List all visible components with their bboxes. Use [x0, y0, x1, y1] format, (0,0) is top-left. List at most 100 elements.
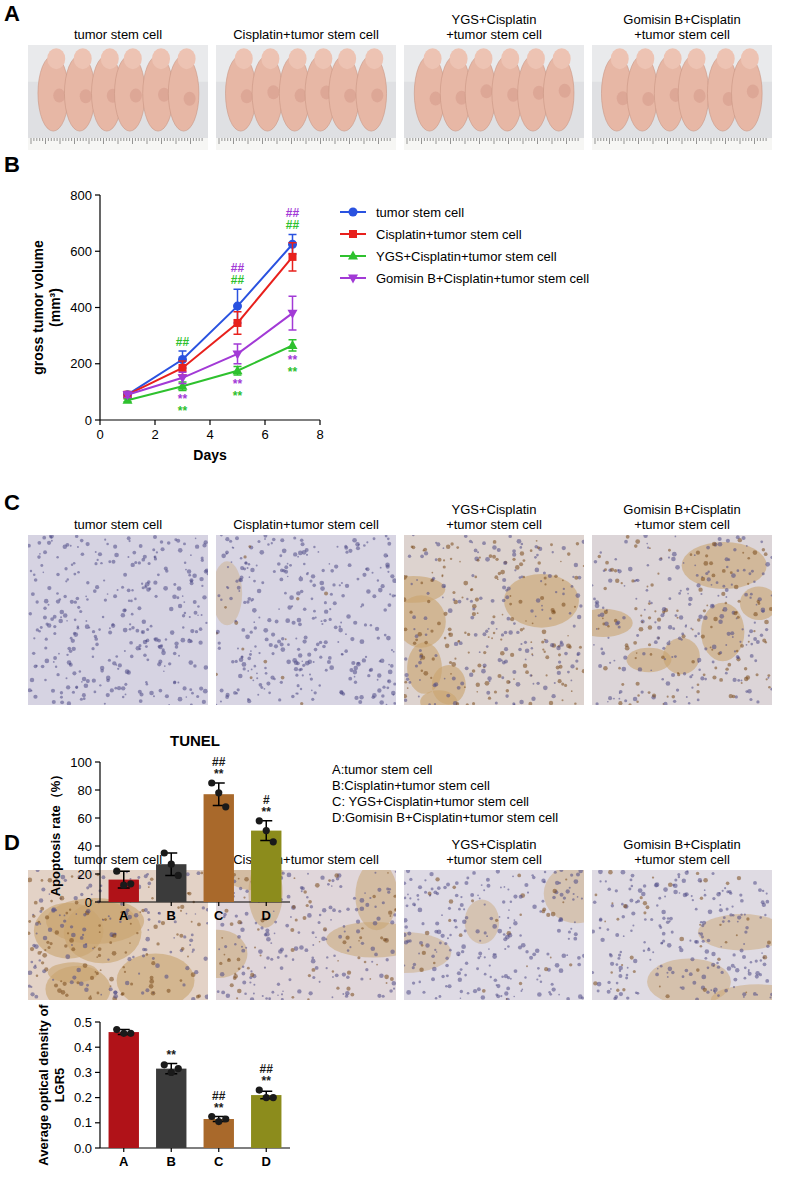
image: [592, 45, 772, 150]
nucleus: [296, 597, 300, 601]
nucleus: [392, 578, 396, 583]
ruler-tick: [147, 138, 148, 144]
ruler-tick: [31, 138, 32, 144]
ruler-tick: [754, 138, 755, 144]
nucleus: [168, 662, 171, 665]
nucleus: [55, 930, 59, 934]
nucleus: [483, 664, 487, 668]
nucleus: [138, 561, 141, 564]
ruler-tick: [369, 138, 370, 141]
nucleus: [536, 554, 539, 557]
nucleus: [536, 682, 539, 685]
nucleus: [131, 626, 135, 630]
nucleus: [736, 650, 738, 652]
nucleus: [207, 573, 208, 575]
nucleus: [404, 694, 407, 698]
nucleus: [204, 665, 208, 669]
nucleus: [370, 624, 372, 626]
nucleus: [136, 932, 138, 934]
nucleus: [114, 687, 117, 690]
nucleus: [760, 633, 763, 636]
nucleus: [195, 913, 197, 915]
ruler-tick: [476, 138, 477, 141]
nucleus: [543, 685, 548, 690]
stain: [407, 642, 442, 694]
nucleus: [502, 599, 506, 603]
nucleus: [542, 648, 544, 650]
nucleus: [202, 595, 206, 599]
nucleus: [143, 640, 148, 645]
nucleus: [112, 933, 116, 937]
nucleus: [719, 614, 724, 619]
nucleus: [217, 594, 220, 597]
nucleus: [690, 553, 693, 556]
ruler-tick: [181, 138, 182, 141]
nucleus: [502, 578, 506, 582]
image-title: Cisplatin+tumor stem cell: [233, 517, 379, 532]
ruler-tick: [618, 138, 619, 141]
nucleus: [560, 640, 563, 643]
nucleus: [626, 535, 630, 539]
nucleus: [380, 567, 382, 569]
nucleus: [351, 661, 355, 665]
nucleus: [325, 669, 328, 672]
nucleus: [353, 621, 357, 625]
nucleus: [86, 984, 89, 987]
nucleus: [622, 616, 626, 620]
nucleus: [41, 961, 44, 964]
nucleus: [628, 703, 631, 705]
nucleus: [388, 664, 390, 666]
image: [216, 535, 396, 705]
nucleus: [481, 669, 486, 674]
nucleus: [450, 673, 452, 675]
nucleus: [271, 542, 273, 544]
ruler-tick: [658, 138, 659, 141]
nucleus: [237, 688, 240, 691]
nucleus: [452, 591, 455, 594]
nucleus: [404, 575, 407, 580]
ruler-tick: [196, 138, 197, 141]
nucleus: [489, 554, 493, 558]
nucleus: [134, 913, 138, 917]
nucleus: [100, 994, 102, 996]
nucleus: [41, 888, 45, 892]
nucleus: [65, 580, 67, 582]
nucleus: [240, 566, 244, 570]
nucleus: [75, 913, 77, 915]
nucleus: [216, 673, 218, 676]
nucleus: [704, 647, 707, 650]
tumor: [694, 89, 706, 103]
nucleus: [53, 661, 55, 663]
nucleus: [756, 604, 758, 606]
ruler-tick: [378, 138, 379, 144]
ruler-tick: [520, 138, 521, 141]
nucleus: [717, 595, 719, 597]
nucleus: [146, 953, 149, 956]
mouse-head: [717, 48, 735, 69]
nucleus: [482, 632, 486, 636]
nucleus: [718, 619, 723, 624]
nucleus: [505, 595, 509, 599]
nucleus: [550, 543, 553, 546]
nucleus: [671, 656, 673, 658]
nucleus: [753, 637, 757, 641]
nucleus: [193, 664, 197, 668]
nucleus: [184, 612, 187, 615]
nucleus: [56, 592, 59, 595]
ruler-tick: [326, 138, 327, 141]
nucleus: [360, 639, 365, 644]
nucleus: [92, 630, 95, 633]
nucleus: [128, 600, 130, 602]
nucleus: [278, 608, 280, 610]
nucleus: [548, 574, 552, 578]
nucleus: [108, 659, 111, 662]
nucleus: [562, 546, 566, 550]
nucleus: [39, 898, 43, 902]
nucleus: [34, 664, 38, 668]
nucleus: [238, 674, 243, 679]
ruler-tick: [462, 138, 463, 141]
nucleus: [558, 679, 562, 683]
nucleus: [344, 649, 348, 653]
nucleus: [609, 662, 611, 664]
nucleus: [624, 540, 628, 544]
